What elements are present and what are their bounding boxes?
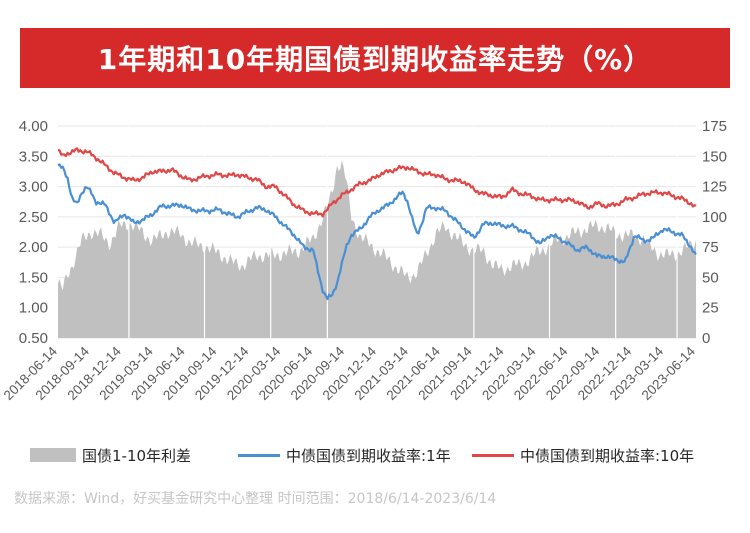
left-tick-label: 3.50 <box>19 148 48 165</box>
right-tick-label: 50 <box>702 269 719 286</box>
series-line <box>57 163 697 301</box>
source-note: 数据来源：Wind，好买基金研究中心整理 时间范围：2018/6/14-2023… <box>14 491 497 507</box>
left-tick-label: 0.50 <box>19 330 48 347</box>
left-tick-label: 1.50 <box>19 269 48 286</box>
chart-svg: 4.003.503.002.502.001.501.000.50 1751501… <box>1 118 727 403</box>
right-tick-label: 0 <box>702 330 710 347</box>
legend: 国债1-10年利差 中债国债到期收益率:1年 中债国债到期收益率:10年 <box>0 440 750 470</box>
legend-y10: 中债国债到期收益率:10年 <box>472 440 694 470</box>
right-tick-label: 175 <box>702 118 727 135</box>
spread-area-path <box>58 160 696 338</box>
left-axis: 4.00 3.50 3.00 2.50 2.00 1.50 1.00 0.50 <box>19 118 48 347</box>
legend-y10-swatch <box>472 453 514 457</box>
right-tick-label: 100 <box>702 209 727 226</box>
right-tick-label: 125 <box>702 179 727 196</box>
left-tick-label: 1.00 <box>19 300 48 317</box>
legend-spread: 国债1-10年利差 <box>30 440 191 470</box>
left-tick-label: 4.00 <box>19 118 48 135</box>
left-tick-label: 2.50 <box>19 209 48 226</box>
legend-y10-label: 中债国债到期收益率:10年 <box>520 446 695 465</box>
chart-title: 1年期和10年期国债到期收益率走势（%） <box>20 28 730 88</box>
x-axis: 2018-06-142018-09-142018-12-142019-03-14… <box>1 343 699 403</box>
left-tick-label: 2.00 <box>19 239 48 256</box>
y1-line <box>57 163 697 301</box>
legend-y1-label: 中债国债到期收益率:1年 <box>286 446 451 465</box>
legend-spread-swatch <box>30 448 76 462</box>
y10-line <box>57 147 697 218</box>
series-line <box>57 147 697 218</box>
legend-spread-label: 国债1-10年利差 <box>82 446 192 465</box>
right-tick-label: 150 <box>702 148 727 165</box>
legend-y1-swatch <box>238 453 280 457</box>
right-tick-label: 75 <box>702 239 719 256</box>
right-tick-label: 25 <box>702 300 719 317</box>
right-axis: 175 150 125 100 75 50 25 0 <box>702 118 727 347</box>
legend-y1: 中债国债到期收益率:1年 <box>238 440 451 470</box>
left-tick-label: 3.00 <box>19 179 48 196</box>
spread-area <box>58 126 696 338</box>
